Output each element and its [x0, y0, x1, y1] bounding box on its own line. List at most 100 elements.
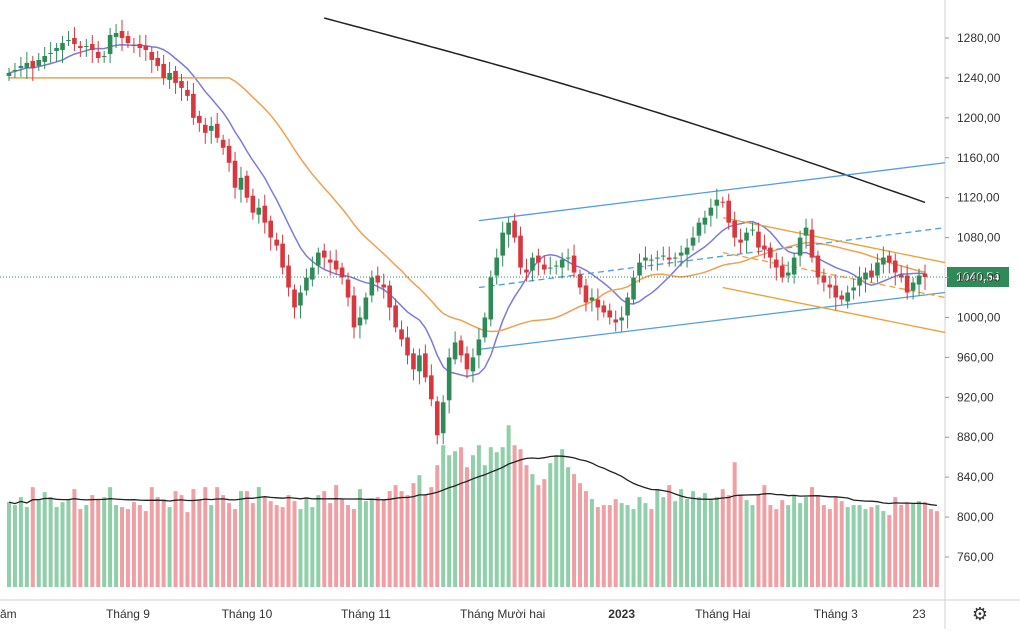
candlestick [238, 166, 244, 203]
volume-bar [435, 465, 440, 587]
volume-bar [470, 455, 475, 587]
candlestick [304, 268, 309, 296]
volume-bar [482, 465, 487, 587]
candle-body [869, 270, 874, 278]
candlestick [744, 227, 749, 254]
candle-body [649, 259, 654, 261]
candlestick [506, 217, 511, 248]
volume-bar [411, 483, 416, 587]
candlestick [833, 274, 839, 311]
volume-bar [137, 505, 142, 587]
candlestick [113, 24, 119, 48]
candlestick [60, 36, 65, 63]
candlestick [619, 306, 624, 332]
settings-gear-icon[interactable]: ⚙ [971, 604, 989, 624]
volume-ma-line [8, 455, 937, 507]
candle-body [167, 72, 172, 80]
candlestick [452, 331, 458, 365]
volume-bar [393, 485, 398, 587]
candle-body [72, 38, 77, 44]
candle-body [524, 269, 529, 273]
candle-body [214, 123, 220, 138]
volume-bar [809, 487, 814, 587]
volume-bar [827, 509, 832, 587]
candlestick [762, 234, 767, 259]
candlestick [857, 266, 862, 297]
volume-bar [667, 485, 672, 587]
candlestick [405, 326, 410, 365]
candlestick [393, 298, 398, 333]
candle-body [595, 299, 601, 308]
volume-bar [679, 489, 684, 587]
x-tick-label: Tháng 3 [814, 607, 858, 621]
candlestick [809, 218, 815, 263]
candle-body [583, 285, 589, 303]
volume-bar [661, 497, 666, 587]
candlestick [702, 210, 708, 234]
volume-bar [167, 507, 172, 587]
volume-bar [197, 499, 202, 587]
candle-body [666, 257, 672, 260]
volume-bar [732, 462, 737, 587]
candlestick [185, 80, 190, 101]
volume-bar [328, 503, 333, 587]
candle-body [375, 275, 381, 283]
blue-channel-upper [478, 162, 946, 222]
candlestick [387, 280, 392, 321]
candle-body [411, 353, 416, 370]
x-tick-label: 23 [912, 607, 926, 621]
candle-body [821, 275, 827, 283]
volume-bar [114, 505, 119, 587]
candlestick [845, 285, 850, 309]
volume-bar [238, 491, 243, 587]
volume-bar [762, 485, 767, 587]
candlestick [214, 112, 220, 143]
volume-bar [619, 503, 624, 587]
volume-bar [905, 503, 910, 587]
candle-body [601, 305, 607, 313]
candlestick [12, 62, 18, 78]
y-tick-label: 1240,00 [957, 71, 1001, 85]
volume-bar [625, 505, 630, 587]
volume-bar [161, 499, 166, 587]
candlestick [256, 198, 262, 224]
volume-bar [203, 487, 208, 587]
candlestick [250, 188, 256, 220]
volume-bar [572, 474, 577, 587]
candle-body [351, 295, 357, 328]
candlestick [429, 364, 434, 407]
candle-body [875, 262, 880, 276]
volume-bar [221, 495, 226, 587]
candle-body [393, 305, 398, 328]
volume-bar [102, 497, 107, 587]
volume-bar [536, 485, 541, 587]
candlestick [345, 272, 351, 307]
candlestick [446, 348, 452, 414]
volume-bar [322, 491, 327, 587]
candle-body [470, 357, 476, 372]
candle-body [637, 262, 642, 276]
candle-body [417, 355, 422, 372]
candle-body [672, 257, 678, 259]
candlestick [327, 250, 333, 276]
y-tick-label: 1280,00 [957, 31, 1001, 45]
candlestick [589, 288, 595, 312]
volume-bar [851, 505, 856, 587]
candle-body [916, 275, 922, 285]
volume-bar [637, 497, 642, 587]
candlestick [208, 116, 214, 144]
candlestick [571, 244, 577, 278]
volume-bar [143, 511, 148, 587]
volume-bar [447, 455, 452, 587]
candlestick [631, 270, 636, 305]
candlestick [607, 303, 613, 325]
volume-bar [363, 501, 368, 587]
candle-body [696, 222, 702, 236]
volume-bar [548, 463, 553, 587]
volume-bar [768, 505, 773, 587]
candlestick [613, 310, 619, 332]
x-tick-label: Tháng 9 [106, 607, 150, 621]
